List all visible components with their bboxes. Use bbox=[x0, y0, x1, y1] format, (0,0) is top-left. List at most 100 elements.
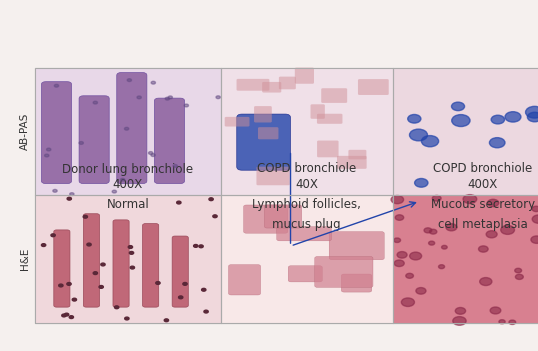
Circle shape bbox=[499, 320, 505, 324]
Circle shape bbox=[202, 289, 206, 291]
FancyBboxPatch shape bbox=[315, 257, 373, 287]
Circle shape bbox=[531, 236, 538, 243]
FancyBboxPatch shape bbox=[79, 96, 109, 184]
Circle shape bbox=[409, 252, 422, 260]
FancyBboxPatch shape bbox=[237, 114, 291, 170]
Circle shape bbox=[532, 215, 538, 223]
Bar bbox=[35, 68, 221, 195]
Circle shape bbox=[486, 231, 497, 238]
Bar bbox=[221, 68, 393, 195]
Circle shape bbox=[112, 190, 117, 193]
Circle shape bbox=[394, 260, 404, 266]
Text: COPD bronchiole: COPD bronchiole bbox=[433, 163, 533, 176]
Circle shape bbox=[130, 266, 134, 269]
Text: Mucous secretory: Mucous secretory bbox=[431, 198, 535, 211]
Bar bbox=[221, 195, 393, 323]
FancyBboxPatch shape bbox=[41, 82, 72, 184]
FancyBboxPatch shape bbox=[143, 224, 159, 307]
Circle shape bbox=[54, 84, 59, 87]
Text: COPD bronchiole: COPD bronchiole bbox=[257, 163, 356, 176]
FancyBboxPatch shape bbox=[321, 88, 347, 103]
Circle shape bbox=[127, 79, 131, 81]
Circle shape bbox=[453, 317, 466, 325]
FancyBboxPatch shape bbox=[221, 195, 393, 323]
FancyBboxPatch shape bbox=[254, 106, 272, 122]
Bar bbox=[393, 195, 538, 323]
Circle shape bbox=[216, 96, 220, 99]
Circle shape bbox=[505, 112, 521, 122]
Circle shape bbox=[509, 320, 516, 324]
FancyBboxPatch shape bbox=[264, 205, 302, 228]
Circle shape bbox=[433, 196, 441, 201]
Circle shape bbox=[487, 199, 499, 207]
FancyBboxPatch shape bbox=[221, 68, 393, 195]
Circle shape bbox=[204, 310, 208, 313]
Circle shape bbox=[455, 307, 465, 314]
FancyBboxPatch shape bbox=[337, 156, 366, 169]
Circle shape bbox=[101, 263, 105, 266]
Circle shape bbox=[115, 306, 119, 309]
Circle shape bbox=[395, 215, 404, 220]
Bar bbox=[35, 195, 221, 323]
Text: H&E: H&E bbox=[19, 248, 30, 270]
Circle shape bbox=[79, 141, 83, 144]
Text: 400X: 400X bbox=[112, 178, 143, 191]
Circle shape bbox=[199, 245, 203, 248]
Text: mucus plug: mucus plug bbox=[272, 218, 341, 231]
Circle shape bbox=[93, 272, 97, 274]
Circle shape bbox=[209, 198, 213, 201]
FancyBboxPatch shape bbox=[317, 140, 338, 157]
Circle shape bbox=[446, 224, 457, 231]
Circle shape bbox=[124, 127, 129, 130]
Circle shape bbox=[87, 243, 91, 246]
Circle shape bbox=[53, 190, 57, 192]
FancyBboxPatch shape bbox=[225, 117, 250, 127]
Bar bbox=[393, 68, 538, 195]
Bar bbox=[393, 68, 538, 195]
Circle shape bbox=[151, 81, 155, 84]
Circle shape bbox=[70, 193, 74, 196]
Circle shape bbox=[213, 215, 217, 218]
Circle shape bbox=[45, 154, 49, 157]
FancyBboxPatch shape bbox=[288, 266, 322, 282]
FancyBboxPatch shape bbox=[154, 98, 185, 184]
Circle shape bbox=[452, 114, 470, 127]
Circle shape bbox=[67, 197, 72, 200]
FancyBboxPatch shape bbox=[244, 205, 288, 233]
Circle shape bbox=[421, 135, 438, 147]
Circle shape bbox=[194, 245, 198, 247]
FancyBboxPatch shape bbox=[257, 167, 290, 185]
Circle shape bbox=[409, 129, 428, 141]
Bar bbox=[221, 68, 393, 195]
FancyBboxPatch shape bbox=[295, 67, 314, 84]
Circle shape bbox=[99, 285, 103, 288]
Circle shape bbox=[41, 244, 46, 246]
Circle shape bbox=[137, 96, 141, 99]
FancyBboxPatch shape bbox=[117, 73, 147, 184]
FancyBboxPatch shape bbox=[35, 195, 221, 323]
Circle shape bbox=[527, 112, 538, 122]
Circle shape bbox=[415, 179, 428, 187]
Circle shape bbox=[451, 102, 465, 111]
FancyBboxPatch shape bbox=[341, 274, 372, 292]
Circle shape bbox=[47, 148, 51, 151]
FancyBboxPatch shape bbox=[258, 127, 279, 139]
Circle shape bbox=[515, 274, 523, 279]
Circle shape bbox=[69, 316, 74, 318]
Circle shape bbox=[176, 201, 181, 204]
Bar bbox=[221, 195, 393, 323]
Circle shape bbox=[424, 228, 432, 233]
FancyBboxPatch shape bbox=[277, 227, 331, 241]
Circle shape bbox=[83, 216, 88, 218]
Circle shape bbox=[391, 196, 404, 204]
Circle shape bbox=[490, 138, 505, 148]
Circle shape bbox=[62, 314, 66, 317]
Text: 400X: 400X bbox=[468, 178, 498, 191]
Circle shape bbox=[72, 298, 76, 301]
Circle shape bbox=[184, 104, 188, 107]
Circle shape bbox=[129, 251, 133, 254]
Circle shape bbox=[478, 246, 488, 252]
Circle shape bbox=[526, 106, 538, 118]
Circle shape bbox=[165, 97, 169, 100]
Circle shape bbox=[480, 278, 492, 285]
